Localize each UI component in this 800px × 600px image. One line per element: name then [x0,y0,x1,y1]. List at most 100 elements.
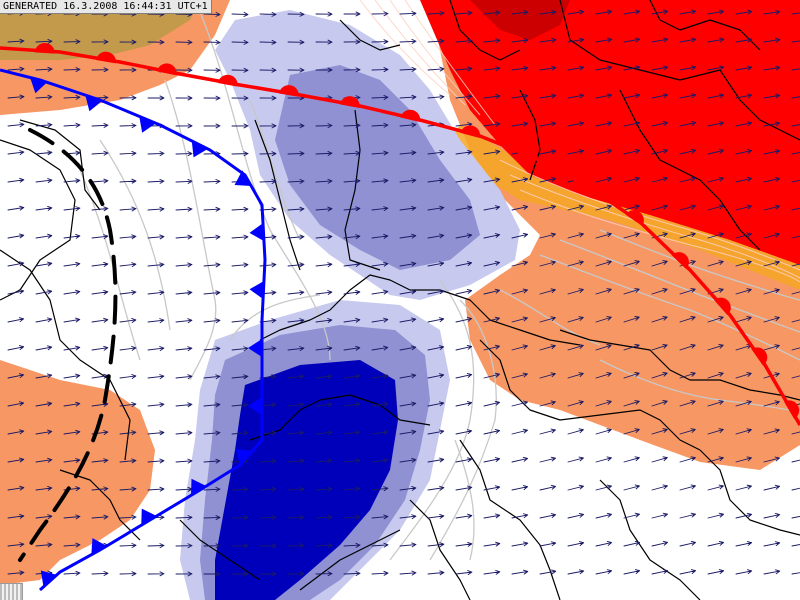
cold-front-marker [85,95,103,112]
wind-arrow [763,204,780,211]
wind-arrow [623,569,641,575]
border-line [0,249,131,461]
isoline-warm [404,0,496,126]
wind-arrow [175,123,193,129]
wind-arrow [91,289,109,295]
cold-front-marker [139,116,156,133]
wind-arrow [427,261,445,267]
wind-arrow [707,512,724,519]
wind-arrow [735,260,752,267]
wind-arrow [371,345,389,351]
warm-core-region [420,0,800,265]
wind-arrow [511,65,529,71]
wind-arrow [511,569,529,575]
border-line [409,499,471,600]
wind-arrow [231,123,249,129]
wind-arrow [315,514,333,520]
wind-arrow [427,542,445,548]
warm-front-marker [460,125,481,139]
wind-arrow [763,569,781,575]
wind-arrow [595,9,613,15]
wind-arrow [399,39,417,44]
wind-arrow [147,543,165,549]
wind-arrow [287,234,305,240]
wind-arrow [63,261,81,267]
wind-arrow [343,345,361,351]
wind-arrow [483,149,501,155]
wind-arrow [35,66,53,72]
wind-arrow [259,151,277,157]
border-line [619,89,761,251]
wind-arrow [595,65,613,71]
wind-arrow [707,9,725,15]
wind-arrow [455,541,473,547]
wind-arrow [539,9,557,15]
isoline [229,294,321,341]
wind-field [7,9,800,577]
wind-arrow [735,93,753,99]
wind-arrow [735,149,753,155]
wind-arrow [651,456,668,463]
wind-arrow [595,456,612,463]
wind-arrow [175,571,193,577]
wind-arrow [623,93,641,99]
wind-arrow [623,37,641,43]
wind-arrow [147,262,165,268]
wind-arrow [399,94,417,100]
warm-front-marker [714,297,731,316]
wind-arrow [203,318,221,324]
wind-arrow [91,458,109,464]
wind-arrow [399,514,417,520]
warm-front [0,43,800,426]
wind-arrow [231,318,249,324]
wind-arrow [539,204,557,211]
wind-arrow [455,372,473,379]
wind-arrow [399,122,417,128]
wind-arrow [399,178,417,184]
wind-arrow [567,569,585,575]
wind-arrow [483,288,501,295]
wind-arrow [315,374,333,379]
wind-arrow [203,346,221,352]
border-line [559,329,800,401]
wind-arrow [483,569,501,575]
wind-arrow [707,540,725,547]
wind-arrow [203,290,221,296]
wind-arrow [567,65,585,71]
wind-arrow [63,345,81,351]
wind-arrow [651,148,669,155]
wind-arrow [595,121,613,127]
wind-arrow [371,317,389,323]
wind-arrow [399,317,417,323]
wind-arrow [539,513,557,519]
wind-arrow [175,290,193,296]
wind-arrow [651,176,668,183]
isoline [99,139,171,331]
border-line [254,119,301,271]
wind-arrow [35,457,53,463]
wind-arrow [399,457,417,463]
cold-front-marker [141,508,157,526]
wind-arrow [203,95,221,101]
wind-arrow [259,123,277,129]
wind-arrow [63,401,81,407]
wind-arrow [203,374,221,380]
wind-arrow [679,371,696,379]
wind-arrow [735,316,752,323]
wind-arrow [147,206,165,212]
wind-arrow [147,318,165,324]
wind-arrow [231,402,249,408]
wind-arrow [287,206,305,212]
wind-arrow [91,262,109,267]
wind-arrow [623,288,640,295]
wind-arrow [231,543,249,549]
wind-arrow [427,401,445,407]
wind-arrow [91,571,109,576]
wind-arrow [259,179,277,184]
wind-arrow [455,513,473,519]
wind-arrow [679,400,696,407]
wind-arrow [707,37,725,43]
wind-arrow [623,232,640,239]
wind-arrow [511,316,528,323]
